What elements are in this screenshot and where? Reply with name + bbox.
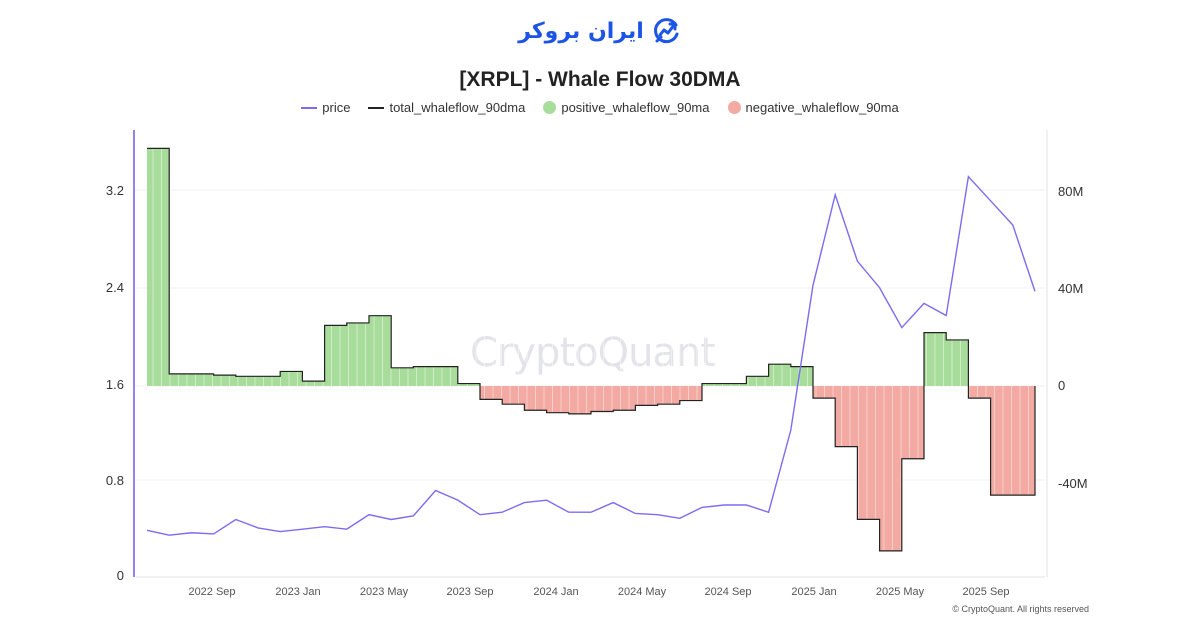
x-tick: 2025 May — [875, 586, 925, 598]
x-tick: 2023 May — [359, 586, 409, 598]
legend-line-icon — [368, 106, 385, 109]
x-tick: 2025 Sep — [962, 586, 1010, 598]
y-right-tick: 40M — [1058, 281, 1084, 296]
y-left-tick: 1.6 — [105, 377, 124, 392]
y-left-tick: 0.8 — [105, 473, 124, 488]
y-right-tick: -40M — [1058, 476, 1088, 491]
y-right-tick: 0 — [1058, 378, 1066, 393]
y-left-tick: 2.4 — [105, 280, 124, 295]
y-right-tick: 80M — [1058, 184, 1084, 199]
x-tick: 2024 Sep — [704, 586, 752, 598]
legend-item-price[interactable]: price — [301, 100, 350, 115]
chart-title: [XRPL] - Whale Flow 30DMA — [459, 68, 741, 91]
legend-label: price — [322, 100, 351, 115]
x-tick: 2024 Jan — [533, 586, 579, 598]
legend-item-positive[interactable]: positive_whaleflow_90ma — [543, 100, 710, 115]
watermark: CryptoQuant — [470, 330, 716, 376]
legend-item-negative[interactable]: negative_whaleflow_90ma — [727, 100, 899, 115]
x-tick: 2023 Sep — [446, 586, 494, 598]
copyright-notice: © CryptoQuant. All rights reserved — [952, 604, 1089, 614]
y-left-tick: 3.2 — [105, 183, 124, 198]
legend-item-total[interactable]: total_whaleflow_90dma — [368, 100, 525, 115]
legend-dot-icon — [543, 101, 557, 114]
legend-label: negative_whaleflow_90ma — [745, 100, 899, 115]
x-tick: 2022 Sep — [188, 586, 236, 598]
x-tick: 2025 Jan — [791, 586, 837, 598]
y-left-tick: 0 — [116, 568, 124, 583]
trend-up-circle-icon — [653, 18, 679, 44]
legend-label: positive_whaleflow_90ma — [561, 100, 710, 115]
x-tick: 2024 May — [617, 586, 667, 598]
x-tick: 2023 Jan — [275, 586, 321, 598]
legend-label: total_whaleflow_90dma — [389, 100, 526, 115]
brand-logo: ایران بروکر — [0, 16, 1200, 46]
legend-dot-icon — [727, 101, 741, 114]
brand-name: ایران بروکر — [518, 18, 644, 44]
chart-legend: price total_whaleflow_90dma positive_wha… — [0, 100, 1200, 115]
legend-line-icon — [301, 106, 318, 109]
